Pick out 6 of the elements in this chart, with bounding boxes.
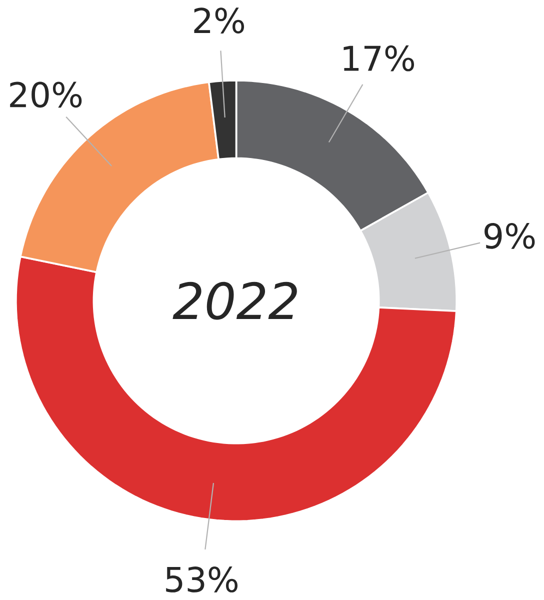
data-label: 17% [344,45,414,72]
data-label: 2% [194,8,244,34]
data-label: 20% [10,82,82,108]
data-label: 53% [166,566,238,592]
text: 2022 [172,282,297,320]
data-label: 9% [484,222,535,249]
